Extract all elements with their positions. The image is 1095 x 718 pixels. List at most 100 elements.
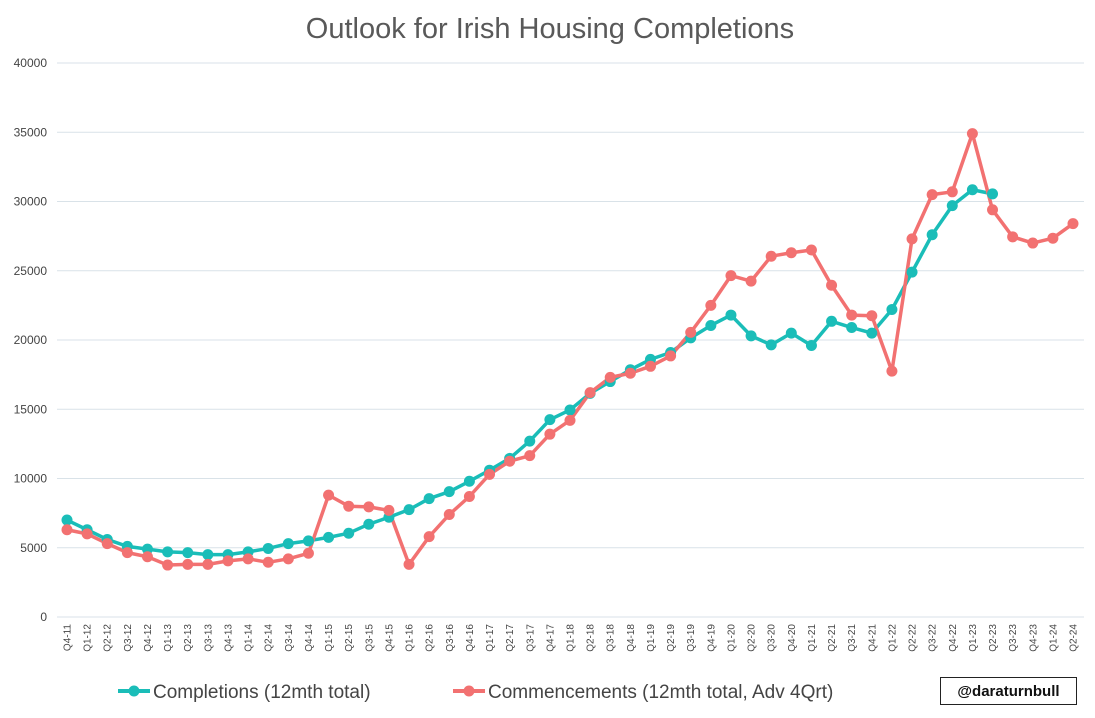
data-point-s1-Q4-15	[383, 504, 395, 516]
y-tick-label: 15000	[14, 402, 48, 416]
data-point-s1-Q4-18	[624, 367, 636, 379]
data-point-s0-Q4-19	[705, 319, 717, 331]
x-tick-label: Q4-15	[384, 624, 395, 652]
y-tick-label: 5000	[20, 541, 47, 555]
data-point-s1-Q4-20	[785, 247, 797, 259]
x-tick-label: Q4-17	[545, 624, 556, 652]
x-tick-label: Q3-13	[203, 624, 214, 652]
x-tick-label: Q3-16	[445, 624, 456, 652]
data-point-s0-Q4-11	[61, 514, 73, 526]
x-tick-label: Q2-18	[586, 624, 597, 652]
x-tick-label: Q1-21	[807, 624, 818, 652]
data-point-s1-Q2-24	[1067, 218, 1079, 230]
x-tick-label: Q4-14	[304, 624, 315, 652]
x-tick-label: Q3-12	[123, 624, 134, 652]
x-axis-ticks: Q4-11 Q1-12 Q2-12 Q3-12 Q4-12 Q1-13 Q2-13 Q3-13…	[63, 624, 1080, 652]
data-point-s1-Q3-22	[926, 189, 938, 201]
x-tick-label: Q3-21	[847, 624, 858, 652]
data-point-s1-Q2-22	[906, 233, 918, 245]
data-point-s1-Q4-14	[302, 547, 314, 559]
data-point-s0-Q3-17	[524, 435, 536, 447]
data-point-s0-Q4-14	[302, 535, 314, 547]
y-axis-ticks: 0 5000 10000 15000 20000 25000 30000 35000 40000	[14, 56, 48, 624]
data-point-s0-Q4-22	[946, 200, 958, 212]
x-tick-label: Q2-24	[1069, 624, 1080, 652]
data-point-s0-Q2-23	[987, 188, 999, 200]
data-point-s0-Q2-13	[182, 547, 194, 559]
x-tick-label: Q3-22	[928, 624, 939, 652]
data-point-s0-Q2-20	[745, 330, 757, 342]
data-point-s1-Q3-16	[443, 509, 455, 521]
data-point-s0-Q1-21	[805, 340, 817, 352]
data-point-s0-Q2-16	[423, 493, 435, 505]
x-tick-label: Q1-14	[244, 624, 255, 652]
data-point-s1-Q3-23	[1007, 231, 1019, 243]
data-point-s1-Q1-23	[966, 128, 978, 140]
data-point-s0-Q1-13	[162, 546, 174, 558]
x-tick-label: Q2-13	[183, 624, 194, 652]
data-point-s1-Q3-17	[524, 450, 536, 462]
x-tick-label: Q4-13	[223, 624, 234, 652]
data-point-s1-Q2-19	[665, 350, 677, 362]
x-tick-label: Q3-17	[525, 624, 536, 652]
x-tick-label: Q2-15	[344, 624, 355, 652]
data-point-s0-Q4-16	[463, 475, 475, 487]
data-point-s0-Q3-22	[926, 229, 938, 241]
data-point-s1-Q1-14	[242, 553, 254, 565]
x-tick-label: Q2-19	[666, 624, 677, 652]
data-point-s1-Q2-17	[504, 455, 516, 467]
data-point-s1-Q1-20	[725, 270, 737, 282]
x-tick-label: Q4-20	[787, 624, 798, 652]
data-point-s0-Q3-13	[202, 549, 214, 561]
legend-label-commencements: Commencements (12mth total, Adv 4Qrt)	[488, 682, 833, 703]
x-tick-label: Q3-14	[284, 624, 295, 652]
data-point-s1-Q1-12	[81, 528, 93, 540]
series-points	[61, 128, 1079, 571]
data-point-s0-Q3-20	[765, 339, 777, 351]
data-point-s0-Q4-12	[141, 543, 153, 555]
data-point-s0-Q2-22	[906, 266, 918, 278]
x-tick-label: Q3-19	[686, 624, 697, 652]
data-point-s1-Q1-24	[1047, 232, 1059, 244]
y-tick-label: 30000	[14, 195, 48, 209]
legend-label-completions: Completions (12mth total)	[153, 682, 371, 703]
data-point-s1-Q4-13	[222, 555, 234, 567]
legend-marker-commencements	[463, 685, 475, 697]
data-point-s0-Q1-16	[403, 504, 415, 516]
y-tick-label: 40000	[14, 56, 48, 70]
legend-item-commencements: Commencements (12mth total, Adv 4Qrt)	[453, 682, 833, 703]
x-tick-label: Q1-15	[324, 624, 335, 652]
data-point-s0-Q3-16	[443, 486, 455, 498]
x-tick-label: Q1-22	[887, 624, 898, 652]
gridlines	[57, 62, 1084, 618]
x-tick-label: Q4-18	[626, 624, 637, 652]
data-point-s0-Q4-21	[866, 327, 878, 339]
data-point-s0-Q4-17	[544, 414, 556, 426]
data-point-s1-Q1-15	[323, 489, 335, 501]
y-tick-label: 10000	[14, 472, 48, 486]
data-point-s0-Q2-15	[343, 527, 355, 539]
legend-item-completions: Completions (12mth total)	[118, 682, 371, 703]
x-tick-label: Q3-20	[767, 624, 778, 652]
x-tick-label: Q3-15	[364, 624, 375, 652]
data-point-s1-Q1-22	[886, 365, 898, 377]
data-point-s0-Q1-22	[886, 304, 898, 316]
data-point-s1-Q1-13	[162, 559, 174, 571]
data-point-s1-Q4-21	[866, 310, 878, 322]
data-point-s0-Q3-14	[282, 538, 294, 550]
data-point-s0-Q2-21	[826, 315, 838, 327]
data-point-s1-Q2-14	[262, 556, 274, 568]
data-point-s1-Q4-16	[463, 491, 475, 502]
data-point-s1-Q1-21	[805, 244, 817, 256]
data-point-s1-Q4-12	[141, 551, 153, 563]
credit-badge: @daraturnbull	[940, 677, 1077, 705]
data-point-s1-Q3-15	[363, 501, 375, 513]
x-tick-label: Q4-21	[867, 624, 878, 652]
data-point-s1-Q2-12	[101, 538, 113, 550]
data-point-s1-Q3-18	[604, 371, 616, 383]
data-point-s1-Q2-23	[987, 204, 999, 216]
data-point-s0-Q2-14	[262, 542, 274, 554]
data-point-s1-Q1-17	[484, 468, 496, 480]
x-tick-label: Q2-14	[264, 624, 275, 652]
